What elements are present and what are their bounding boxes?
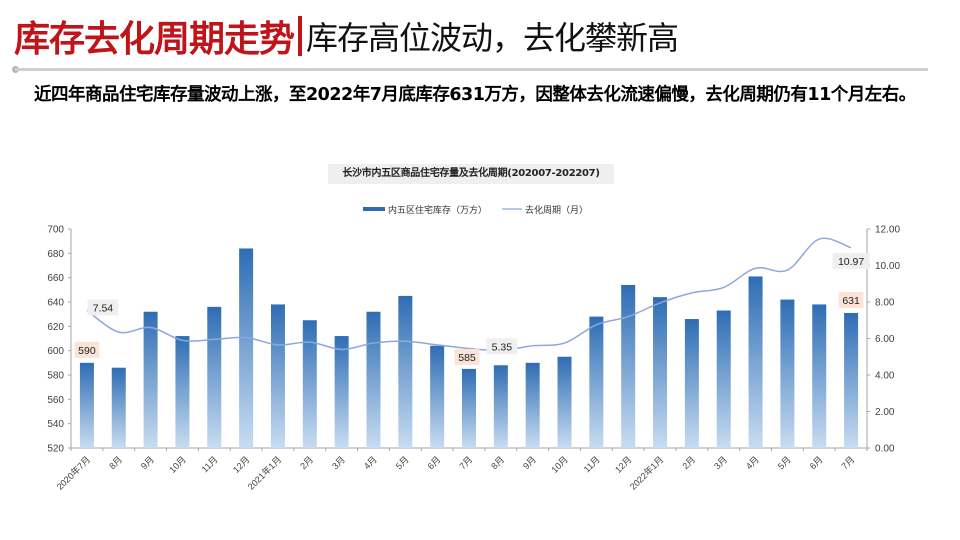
y-left-tick: 520 <box>47 444 64 455</box>
x-tick-label: 2月 <box>680 454 697 471</box>
bar <box>270 304 285 448</box>
y-left-tick: 580 <box>47 371 64 382</box>
y-right-tick: 0.00 <box>875 444 895 455</box>
x-tick-label: 2021年1月 <box>245 454 283 492</box>
bar <box>557 356 572 448</box>
x-tick-label: 2022年1月 <box>627 454 665 492</box>
line-data-label: 10.97 <box>838 256 864 268</box>
bar-data-label: 631 <box>842 295 860 307</box>
bar <box>748 276 763 448</box>
y-right-tick: 8.00 <box>875 298 895 309</box>
slide-title: 库存去化周期走势 库存高位波动，去化攀新高 <box>14 10 679 62</box>
bar-data-label: 585 <box>458 352 476 364</box>
bar-data-label-bg <box>454 348 480 365</box>
x-tick-label: 5月 <box>776 454 793 471</box>
x-tick-label: 4月 <box>744 454 761 471</box>
bar <box>684 319 699 448</box>
x-tick-label: 7月 <box>840 454 857 471</box>
y-left-tick: 680 <box>47 249 64 260</box>
x-tick-label: 3月 <box>712 454 729 471</box>
y-left-tick: 700 <box>47 225 64 236</box>
title-subtitle: 库存高位波动，去化攀新高 <box>306 19 679 57</box>
bar <box>430 345 445 448</box>
bar <box>366 311 381 448</box>
bar <box>716 310 731 448</box>
data-labels: 590 7.54 585 5.35 10.97 631 <box>74 252 870 365</box>
x-tick-label: 9月 <box>521 454 538 471</box>
x-tick-label: 8月 <box>107 454 124 471</box>
title-divider <box>15 68 928 71</box>
x-tick-label: 6月 <box>426 454 443 471</box>
bar <box>653 297 668 448</box>
bar <box>143 311 158 448</box>
line-series <box>86 237 852 352</box>
line-data-label-bg <box>832 252 870 269</box>
y-left-tick: 640 <box>47 298 64 309</box>
x-tick-label: 11月 <box>200 454 220 474</box>
y-left-tick: 560 <box>47 395 64 406</box>
x-tick-label: 11月 <box>582 454 602 474</box>
bar <box>589 316 604 448</box>
bar <box>111 367 126 448</box>
y-right-tick: 4.00 <box>875 371 895 382</box>
title-separator <box>298 16 303 56</box>
y-left-tick: 540 <box>47 419 64 430</box>
y-left-tick: 660 <box>47 273 64 284</box>
chart-title: 长沙市内五区商品住宅存量及去化周期(202007-202207) <box>328 164 614 184</box>
y-left-tick: 600 <box>47 346 64 357</box>
bar <box>621 284 636 448</box>
bar <box>334 336 349 448</box>
bar <box>175 336 190 448</box>
title-main: 库存去化周期走势 <box>14 19 295 60</box>
legend-bar-label: 内五区住宅库存（万方） <box>388 204 487 215</box>
bar <box>525 362 540 448</box>
x-tick-label: 8月 <box>489 454 506 471</box>
line-data-label-bg <box>486 338 518 355</box>
x-tick-label: 12月 <box>231 454 252 475</box>
bar <box>462 368 476 448</box>
y-right-tick: 10.00 <box>875 261 900 272</box>
bar <box>207 306 222 448</box>
bar-series <box>79 248 859 448</box>
x-tick-label: 2月 <box>298 454 315 471</box>
bar <box>493 365 508 448</box>
y-right-tick: 6.00 <box>875 334 895 345</box>
line-data-label-bg <box>87 299 119 316</box>
chart-legend: 内五区住宅库存（万方） 去化周期（月） <box>363 204 588 215</box>
x-tick-label: 4月 <box>362 454 379 471</box>
bar <box>302 320 317 448</box>
y-right-tick: 2.00 <box>875 407 895 418</box>
bar-data-label-bg <box>74 341 100 358</box>
bar <box>398 295 413 448</box>
line-data-label: 5.35 <box>492 341 513 353</box>
x-tick-label: 9月 <box>139 454 156 471</box>
x-tick-label: 12月 <box>613 454 634 475</box>
x-tick-label: 5月 <box>394 454 411 471</box>
bar <box>844 312 859 448</box>
x-tick-label: 10月 <box>167 454 188 475</box>
bar <box>79 362 94 448</box>
bar <box>780 299 795 448</box>
x-tick-label: 6月 <box>808 454 825 471</box>
y-right-tick: 12.00 <box>875 225 900 236</box>
line-path <box>86 237 852 352</box>
bar <box>239 248 254 448</box>
x-tick-label: 2020年7月 <box>54 454 92 492</box>
line-data-label: 7.54 <box>93 302 114 314</box>
legend-line-label: 去化周期（月） <box>525 204 588 215</box>
legend-bar-swatch <box>363 207 385 211</box>
x-tick-label: 10月 <box>549 454 570 475</box>
x-tick-label: 7月 <box>457 454 474 471</box>
y-left-tick: 620 <box>47 322 64 333</box>
x-tick-label: 3月 <box>330 454 347 471</box>
summary-text: 近四年商品住宅库存量波动上涨，至2022年7月底库存631万方，因整体去化流速偏… <box>34 85 916 105</box>
bar-data-label: 590 <box>78 345 96 357</box>
bar-data-label-bg <box>838 291 864 308</box>
bar <box>812 304 827 448</box>
